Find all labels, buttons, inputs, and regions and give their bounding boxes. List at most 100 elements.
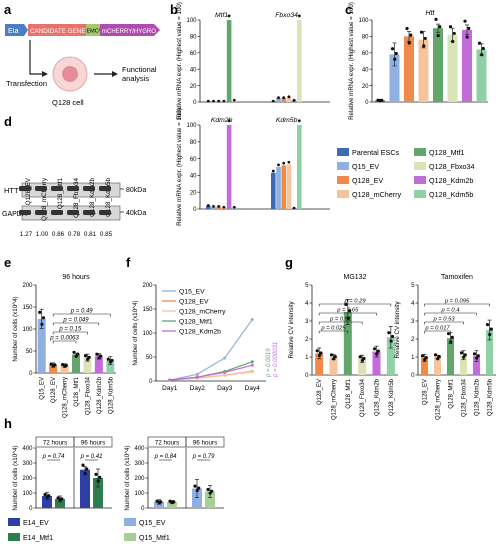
g2-x-tick-label: Q128_mCherry xyxy=(436,379,442,420)
legend-h-label: Q15_EV xyxy=(139,520,166,527)
chart-g-mg132: 0 1 2 3 4 5 Relative CV intensity MG132 Q128_EV Q… xyxy=(288,274,398,420)
construct-promoter xyxy=(5,24,28,36)
legend-h: E14_EV E14_Mtf1 Q15_EV Q15_Mtf1 xyxy=(8,518,170,542)
e-bar xyxy=(94,356,103,373)
panel-letter-e: e xyxy=(4,255,11,270)
b2-replicate-dot xyxy=(206,204,210,207)
blot-lane-label: Q128_Mtf1 xyxy=(57,178,64,210)
legend-b: Parental ESCs Q15_EV Q128_EV Q128_mCherry Q1… xyxy=(337,148,475,199)
blot-htt-signal xyxy=(51,186,63,191)
g2-replicate-dot xyxy=(449,340,453,344)
f-series-line xyxy=(169,364,253,381)
g2-y-tick-label: 4 xyxy=(411,301,415,307)
g2-replicate-dot xyxy=(437,355,441,359)
g1-p-value: p = 0.025 xyxy=(320,326,346,332)
construct-candidate-gene xyxy=(28,24,86,36)
legend-b-label: Q15_EV xyxy=(352,162,379,171)
h2-y-tick-label: 0 xyxy=(141,506,145,512)
g2-bar xyxy=(460,355,467,375)
panel-letter-d: d xyxy=(4,114,12,129)
f-y-tick-label: 200 xyxy=(142,283,153,289)
h2-replicate-dot xyxy=(172,500,176,504)
g2-bar xyxy=(473,356,480,375)
e-replicate-dot xyxy=(106,357,110,361)
g2-p-value: p = 0.4 xyxy=(441,308,460,314)
e-bar xyxy=(37,318,46,373)
g2-replicate-dot xyxy=(420,354,425,358)
h2-bar xyxy=(205,491,215,508)
b2-y-tick-label: 60 xyxy=(190,157,197,163)
f-legend-label: Q128_mCherry xyxy=(179,309,226,316)
g1-y-tick-label: 3 xyxy=(305,319,309,325)
g2-y-label: Relative CV intensity xyxy=(394,301,401,359)
g1-x-tick-label: Q128_EV xyxy=(317,379,323,405)
transfection-arrowhead xyxy=(42,71,48,77)
h1-y-label: Number of cells (x10^4) xyxy=(12,445,19,510)
b2-y-tick-label: 20 xyxy=(190,190,197,196)
b1-y-label: Relative mRNA expr. (Highest value = 100… xyxy=(176,2,183,120)
g2-replicate-dot xyxy=(476,354,480,358)
f-y-tick-label: 100 xyxy=(142,331,153,337)
panel-letter-c: c xyxy=(345,2,352,17)
analysis-label-1: Functional xyxy=(122,65,157,74)
h2-replicate-dot xyxy=(206,487,210,492)
h1-replicate-dot xyxy=(81,463,85,467)
e-replicate-dot xyxy=(87,355,91,359)
f-y-tick-label: 50 xyxy=(146,355,153,361)
c-bar xyxy=(418,39,429,102)
h1-p-value: p = 0.41 xyxy=(80,454,103,460)
b1-bar xyxy=(276,97,281,102)
f-y-label: Number of cells (x10^4) xyxy=(132,300,139,365)
blot-gapdh-signal xyxy=(67,210,79,215)
f-point xyxy=(195,372,199,376)
h1-replicate-dot xyxy=(98,475,102,479)
h2-replicate-dot xyxy=(197,486,201,490)
legend-b-swatch xyxy=(337,176,349,184)
construct-promoter-label: EIa xyxy=(8,28,19,35)
e-bar xyxy=(60,365,69,373)
b2-replicate-dot xyxy=(292,206,296,210)
g1-bar xyxy=(315,353,324,375)
blot-quant-value: 1.00 xyxy=(36,231,49,238)
h1-group-header: 72 hours xyxy=(43,440,68,447)
b2-bar xyxy=(276,167,281,209)
e-x-tick-label: Q128_Kdm5b xyxy=(108,376,114,414)
c-y-tick-label: 0 xyxy=(365,100,369,106)
e-y-tick-label: 50 xyxy=(26,349,33,355)
g1-y-tick-label: 1 xyxy=(305,355,309,361)
g1-replicate-dot xyxy=(315,349,319,353)
c-replicate-dot xyxy=(467,26,471,30)
c-y-tick-label: 20 xyxy=(362,84,369,90)
c-replicate-dot xyxy=(434,17,438,21)
h1-bar xyxy=(42,496,52,508)
construct-emcv xyxy=(86,24,100,36)
panel-letter-a: a xyxy=(4,2,12,17)
blot-gapdh-signal xyxy=(35,210,47,215)
e-replicate-dot xyxy=(72,350,76,354)
f-legend-label: Q128_Kdm2b xyxy=(179,329,221,336)
panel-letter-f: f xyxy=(126,255,131,270)
blot-lane-label: Q128_Kdm5b xyxy=(105,178,112,217)
b1-replicate-dot xyxy=(287,95,291,99)
c-y-label: Relative mRNA expr. (Highest value = 100… xyxy=(348,2,355,120)
b2-y-tick-label: 80 xyxy=(190,140,197,146)
h2-group-header: 96 hours xyxy=(193,440,218,447)
h2-bar xyxy=(192,488,202,508)
construct-mcherry-label: mCHERRY/HYGRO xyxy=(102,29,156,35)
g2-p-value: p = 0.53 xyxy=(432,317,455,323)
f-point xyxy=(168,378,172,382)
e-x-tick-label: Q128_Kdm2b xyxy=(97,376,103,414)
construct-emcv-label: EMCV xyxy=(87,29,103,35)
legend-b-label: Q128_Fbxo34 xyxy=(429,162,475,171)
h1-replicate-dot xyxy=(94,472,98,476)
chart-e-96h: 0 50 100 150 200 Number of cells (x10^4) 96 ho… xyxy=(12,274,116,418)
g2-replicate-dot xyxy=(462,355,466,359)
g1-x-tick-label: Q128_mCherry xyxy=(332,379,338,420)
blot-htt-signal xyxy=(83,186,95,191)
f-x-tick-label: Day3 xyxy=(217,385,233,392)
h1-y-tick-label: 200 xyxy=(22,476,33,482)
panel-d: HTT GAPDH 80kDa 40kDa Q128_EV 1.27 Q128_mC… xyxy=(2,177,146,238)
g2-replicate-dot xyxy=(446,332,451,336)
blot-lane-label: Q128_Kdm2b xyxy=(89,178,96,217)
